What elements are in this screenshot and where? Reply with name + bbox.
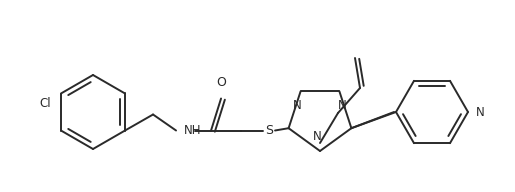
- Text: N: N: [338, 99, 347, 112]
- Text: N: N: [313, 130, 321, 143]
- Text: Cl: Cl: [39, 97, 51, 110]
- Text: N: N: [293, 99, 302, 112]
- Text: S: S: [265, 124, 273, 137]
- Text: O: O: [216, 75, 226, 89]
- Text: N: N: [476, 105, 485, 118]
- Text: NH: NH: [184, 124, 201, 137]
